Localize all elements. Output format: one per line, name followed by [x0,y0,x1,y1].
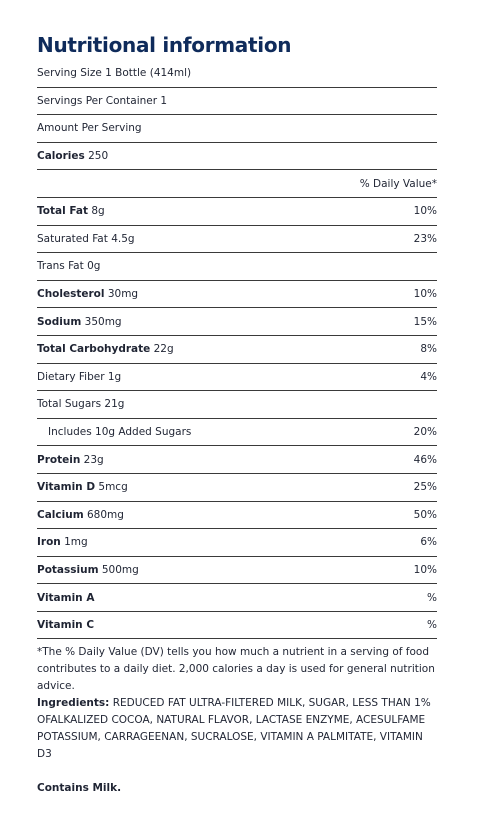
dv: 8% [420,343,437,356]
row: Servings Per Container 1 [37,88,437,116]
dv: 20% [413,426,437,439]
dv: 50% [413,508,437,521]
nutrient-name: Dietary Fiber [37,370,105,383]
nutrient-name: Vitamin A [37,591,95,604]
amount: 250 [88,150,109,163]
dv: 10% [413,288,437,301]
row: Iron 1mg 6% [37,529,437,557]
row: Calcium 680mg 50% [37,502,437,530]
row: Vitamin A% [37,584,437,612]
nutrient-name: Potassium [37,563,99,576]
amount: 23g [83,453,104,466]
amount: 4.5g [111,232,135,245]
dv: % [427,591,437,604]
nutrient-name: Calories [37,150,85,163]
nutrient-name: Iron [37,536,61,549]
row: Total Carbohydrate 22g 8% [37,336,437,364]
row: % Daily Value* [37,170,437,198]
row: Vitamin D 5mcg 25% [37,474,437,502]
amount: 22g [153,343,174,356]
dv: 23% [413,232,437,245]
amount: 0g [87,260,101,273]
row-text: Amount Per Serving [37,122,142,135]
amount: 1g [107,370,122,383]
amount: 5mcg [98,481,128,494]
row: Saturated Fat 4.5g 23% [37,226,437,254]
row: Total Sugars 21g [37,391,437,419]
amount: 30mg [107,288,139,301]
footnote: *The % Daily Value (DV) tells you how mu… [37,646,435,692]
nutrient-name: Total Carbohydrate [37,343,151,356]
notes: *The % Daily Value (DV) tells you how mu… [37,644,437,797]
row: Potassium 500mg 10% [37,557,437,585]
dv: 25% [413,481,437,494]
row: Sodium 350mg 15% [37,308,437,336]
amount: 21g [104,398,125,411]
nutrient-name: Cholesterol [37,288,105,301]
nutrient-name: Protein [37,453,81,466]
ingredients-label: Ingredients: [37,697,110,709]
dv: 4% [420,370,437,383]
nutrient-name: Total Sugars [37,398,102,411]
nutrition-table: Serving Size 1 Bottle (414ml) Servings P… [37,60,437,640]
row: Cholesterol 30mg 10% [37,281,437,309]
nutrient-name: Saturated Fat [37,232,108,245]
dv-header: % Daily Value* [359,177,437,190]
amount: 500mg [101,563,139,576]
amount: 350mg [84,315,122,328]
row-text: Serving Size 1 Bottle (414ml) [37,67,192,80]
row: Total Fat 8g 10% [37,198,437,226]
nutrient-name: Total Fat [37,205,89,218]
amount: 680mg [86,508,124,521]
nutrient-name: Calcium [37,508,84,521]
row: Serving Size 1 Bottle (414ml) [37,60,437,88]
contains: Contains Milk. [37,782,122,794]
nutrient-name: Trans Fat [37,260,84,273]
row: Amount Per Serving [37,115,437,143]
row: Includes 10g Added Sugars 20% [37,419,437,447]
dv: 15% [413,315,437,328]
row-text: Includes 10g Added Sugars [48,426,192,439]
row: Protein 23g 46% [37,446,437,474]
nutrient-name: Sodium [37,315,82,328]
title: Nutritional information [37,33,292,57]
dv: % [427,619,437,632]
row: Dietary Fiber 1g 4% [37,364,437,392]
ingredients: Ingredients: REDUCED FAT ULTRA-FILTERED … [37,695,437,763]
dv: 46% [413,453,437,466]
nutrient-name: Vitamin C [37,619,95,632]
amount: 8g [91,205,105,218]
dv: 10% [413,205,437,218]
row: Trans Fat 0g [37,253,437,281]
dv: 6% [420,536,437,549]
row: Calories 250 [37,143,437,171]
row: Vitamin C% [37,612,437,640]
dv: 10% [413,563,437,576]
ingredients-text: REDUCED FAT ULTRA-FILTERED MILK, SUGAR, … [37,697,431,760]
nutrient-name: Vitamin D [37,481,96,494]
row-text: Servings Per Container 1 [37,94,168,107]
amount: 1mg [64,536,88,549]
